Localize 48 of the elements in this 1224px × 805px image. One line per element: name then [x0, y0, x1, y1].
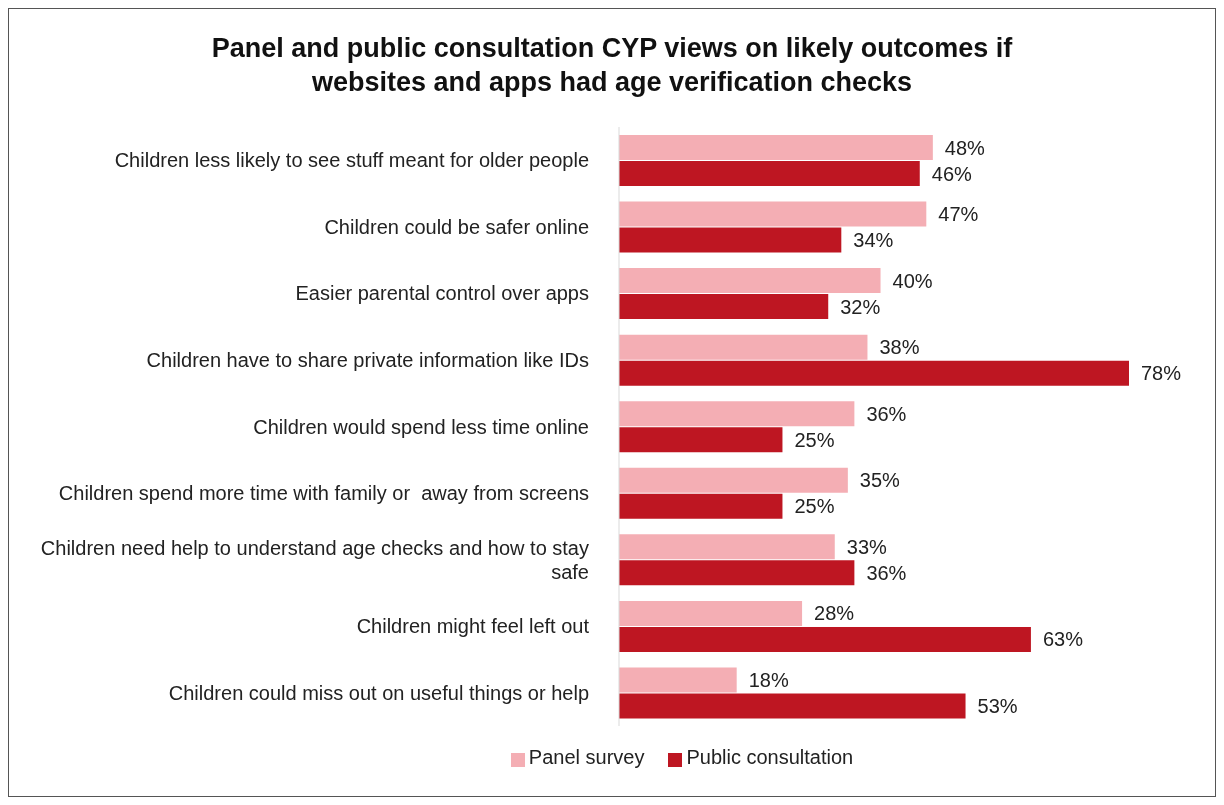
data-label: 38%	[879, 336, 920, 359]
y-tick-label: Children might feel left out	[356, 615, 590, 638]
data-label: 48%	[944, 136, 986, 159]
data-label: 32%	[840, 295, 881, 318]
data-label: 40%	[892, 269, 933, 292]
data-label: 33%	[846, 535, 888, 558]
data-label: 46%	[931, 162, 973, 185]
bar	[619, 467, 848, 493]
bar	[619, 201, 927, 227]
bar	[619, 360, 1129, 386]
bar	[619, 626, 1031, 652]
bar	[619, 493, 783, 519]
y-tick-label: Children spend more time with family or away from screens	[58, 482, 589, 505]
y-tick-label: Children would spend less time online	[253, 415, 589, 438]
bar	[619, 401, 855, 427]
y-tick-label: Children could be safer online	[324, 215, 589, 238]
bar	[619, 134, 933, 160]
data-label: 63%	[1042, 628, 1084, 651]
data-label: 36%	[866, 561, 907, 584]
data-label: 36%	[866, 402, 907, 425]
y-tick-label: Easier parental control over apps	[295, 282, 589, 305]
bar	[619, 534, 835, 560]
bar	[619, 334, 868, 360]
bar	[619, 560, 855, 586]
data-label: 25%	[794, 495, 835, 518]
data-label: 18%	[748, 669, 789, 692]
bar	[619, 294, 829, 320]
bar	[619, 667, 737, 693]
legend-label: Panel survey	[528, 746, 645, 768]
bar	[619, 227, 842, 253]
chart-title: Panel and public consultation CYP views on likely outcomes if websites and apps had age verification checks	[210, 32, 1014, 99]
data-label: 78%	[1141, 362, 1182, 385]
data-label: 34%	[853, 229, 894, 252]
y-tick-label: Children need help to understand age checks and how to stay safe	[40, 536, 589, 583]
data-label: 53%	[977, 695, 1018, 718]
bar	[619, 268, 881, 294]
data-label: 28%	[814, 602, 855, 625]
y-tick-label: Children have to share private information like IDs	[146, 348, 589, 371]
bar	[619, 160, 920, 186]
legend-label: Public consultation	[686, 746, 854, 768]
y-tick-label: Children less likely to see stuff meant for older people	[114, 149, 589, 172]
bar	[619, 600, 803, 626]
y-tick-label: Children could miss out on useful things or help	[168, 681, 589, 704]
data-label: 47%	[938, 203, 979, 226]
data-label: 35%	[859, 469, 901, 492]
bar	[619, 693, 966, 719]
bar	[619, 427, 783, 453]
data-label: 25%	[794, 428, 835, 451]
